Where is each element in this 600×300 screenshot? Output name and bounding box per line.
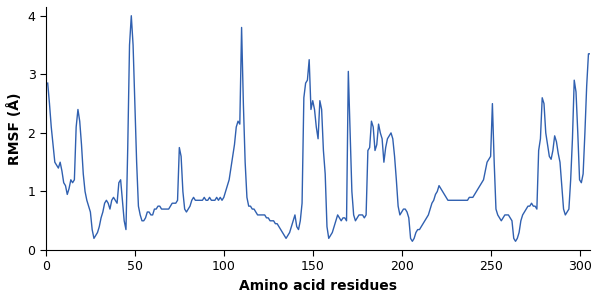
Y-axis label: RMSF (Å): RMSF (Å)	[7, 92, 22, 165]
X-axis label: Amino acid residues: Amino acid residues	[239, 279, 397, 293]
